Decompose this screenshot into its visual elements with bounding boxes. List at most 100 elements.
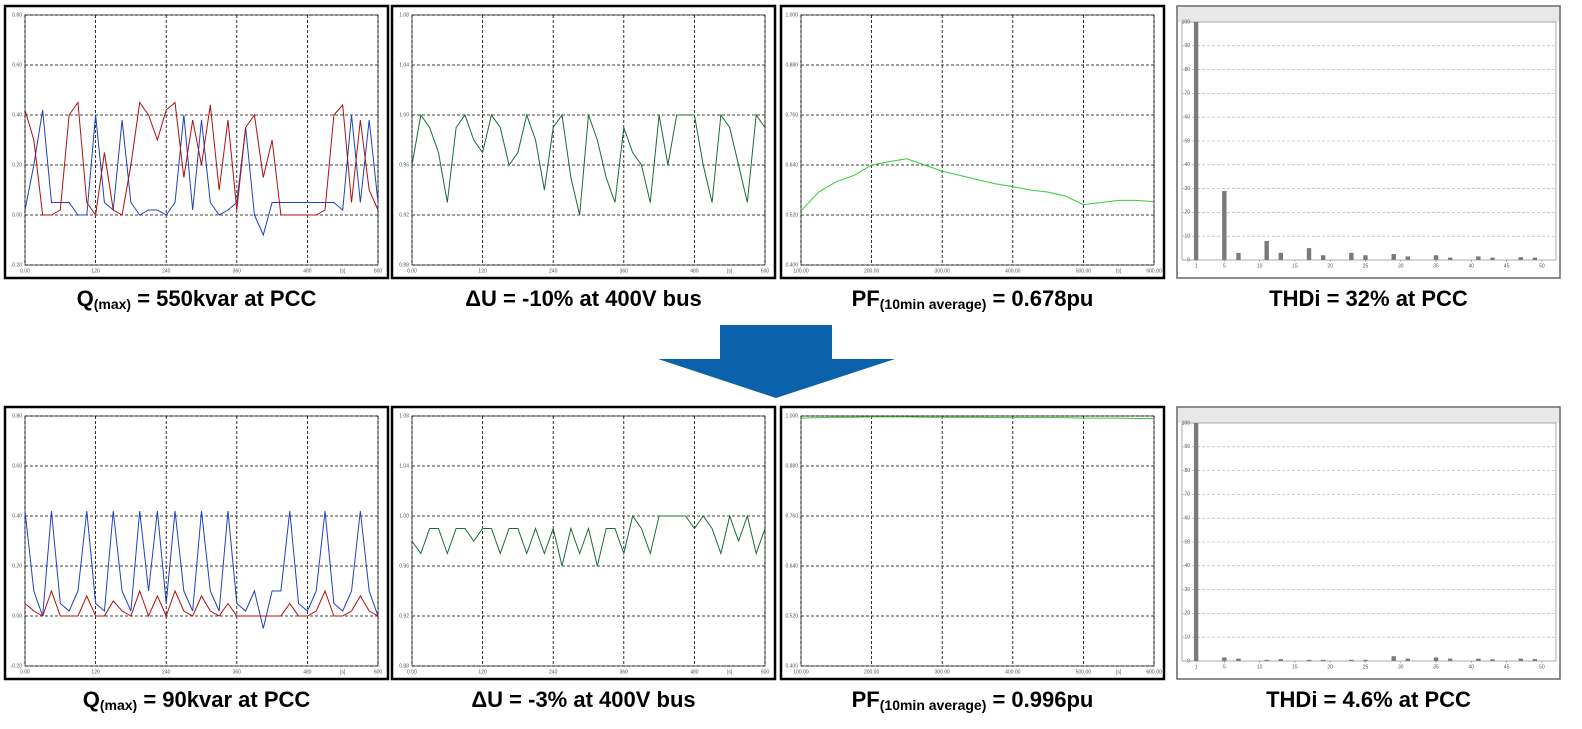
x-tick-label: 40 (1469, 664, 1475, 670)
x-tick-label: 120 (91, 669, 100, 675)
plot-header (1178, 408, 1559, 423)
y-tick-label: 0.96 (399, 162, 409, 168)
x-tick-label: 20 (1327, 664, 1333, 670)
caption: Q(max) = 550kvar at PCC (77, 286, 317, 312)
x-tick-label: 10 (1257, 664, 1263, 670)
x-tick-label: 0.00 (407, 268, 417, 274)
x-tick-label: 200.00 (864, 268, 880, 274)
caption-text: = 0.996pu (986, 687, 1093, 712)
y-tick-label: 0.20 (12, 162, 22, 168)
y-tick-label: 30 (1184, 587, 1190, 593)
x-tick-label: 50 (1539, 263, 1545, 269)
y-tick-label: 60 (1184, 516, 1190, 522)
y-tick-label: 0.400 (785, 663, 798, 669)
caption-symbol: PF (852, 687, 880, 712)
y-tick-label: 0.88 (399, 663, 409, 669)
y-tick-label: 1.08 (399, 12, 409, 18)
x-tick-label: 15 (1292, 664, 1298, 670)
x-tick-label: 25 (1363, 263, 1369, 269)
x-tick-label: 480 (303, 268, 312, 274)
data-line (800, 158, 1155, 212)
y-tick-label: 1.000 (785, 413, 798, 419)
panel (779, 405, 1166, 681)
caption: THDi = 32% at PCC (1269, 286, 1468, 311)
caption: ΔU = -3% at 400V bus (471, 687, 695, 712)
plot-header (1178, 7, 1559, 22)
y-tick-label: 1.04 (399, 463, 409, 469)
y-tick-label: 1.04 (399, 62, 409, 68)
x-unit: [s] (727, 268, 733, 274)
y-tick-label: 0.80 (12, 413, 22, 419)
y-tick-label: 0.640 (785, 563, 798, 569)
bar (1278, 659, 1283, 661)
x-tick-label: 400.00 (1005, 268, 1021, 274)
caption-text: = 0.678pu (986, 286, 1093, 311)
y-tick-label: 80 (1184, 468, 1190, 474)
x-tick-label: 240 (162, 669, 171, 675)
caption-symbol: PF (852, 286, 880, 311)
x-unit: [s] (340, 268, 346, 274)
bar (1236, 252, 1241, 260)
data-line (24, 510, 379, 629)
caption: ΔU = -10% at 400V bus (465, 286, 702, 311)
caption-symbol: Q (77, 286, 94, 311)
x-tick-label: 300.00 (935, 669, 951, 675)
x-tick-label: 240 (549, 669, 558, 675)
y-tick-label: 10 (1184, 635, 1190, 641)
x-tick-label: 5 (1223, 263, 1226, 269)
x-tick-label: 45 (1504, 263, 1510, 269)
x-tick-label: 360 (620, 268, 629, 274)
panel (1176, 406, 1561, 680)
data-line (411, 113, 766, 216)
y-tick-label: 0.40 (12, 513, 22, 519)
bar (1278, 252, 1283, 260)
y-tick-label: 70 (1184, 91, 1190, 97)
bar (1433, 255, 1439, 260)
bar (1405, 658, 1411, 661)
x-tick-label: 400.00 (1005, 669, 1021, 675)
x-tick-label: 120 (478, 268, 487, 274)
y-tick-label: 0.92 (399, 212, 409, 218)
bar (1349, 659, 1354, 661)
x-tick-label: 600 (761, 268, 770, 274)
x-tick-label: 100.00 (793, 268, 809, 274)
x-tick-label: 500.00 (1076, 268, 1092, 274)
x-tick-label: 600.00 (1146, 669, 1162, 675)
caption-subscript: (10min average) (880, 697, 987, 713)
y-tick-label: 100 (1182, 420, 1191, 426)
x-tick-label: 35 (1433, 263, 1439, 269)
caption-text: = 550kvar at PCC (131, 286, 316, 311)
y-tick-label: 0.00 (12, 613, 22, 619)
x-tick-label: 50 (1539, 664, 1545, 670)
x-unit: [s] (1116, 669, 1122, 675)
bar (1349, 252, 1354, 260)
bar (1363, 255, 1368, 260)
x-tick-label: 40 (1469, 263, 1475, 269)
x-tick-label: 35 (1433, 664, 1439, 670)
y-tick-label: 40 (1184, 563, 1190, 569)
bar (1264, 240, 1269, 260)
y-tick-label: 0.40 (12, 112, 22, 118)
y-tick-label: 1.000 (785, 12, 798, 18)
y-tick-label: 0.760 (785, 513, 798, 519)
x-tick-label: 200.00 (864, 669, 880, 675)
x-tick-label: 300.00 (935, 268, 951, 274)
y-tick-label: 0.92 (399, 613, 409, 619)
y-tick-label: 0.60 (12, 62, 22, 68)
data-line (800, 416, 1154, 419)
panel (1176, 5, 1561, 279)
bar (1391, 656, 1396, 661)
bar (1447, 658, 1453, 661)
bar (1490, 659, 1495, 661)
y-tick-label: 90 (1184, 444, 1190, 450)
caption: PF(10min average) = 0.996pu (852, 687, 1094, 713)
bar (1222, 190, 1227, 260)
bar (1306, 248, 1312, 260)
caption-text: = 90kvar at PCC (137, 687, 310, 712)
x-unit: [s] (1116, 268, 1122, 274)
bar (1306, 659, 1312, 661)
y-tick-label: 1.00 (399, 513, 409, 519)
data-line (24, 109, 379, 237)
x-tick-label: 500.00 (1076, 669, 1092, 675)
x-tick-label: 25 (1363, 664, 1369, 670)
